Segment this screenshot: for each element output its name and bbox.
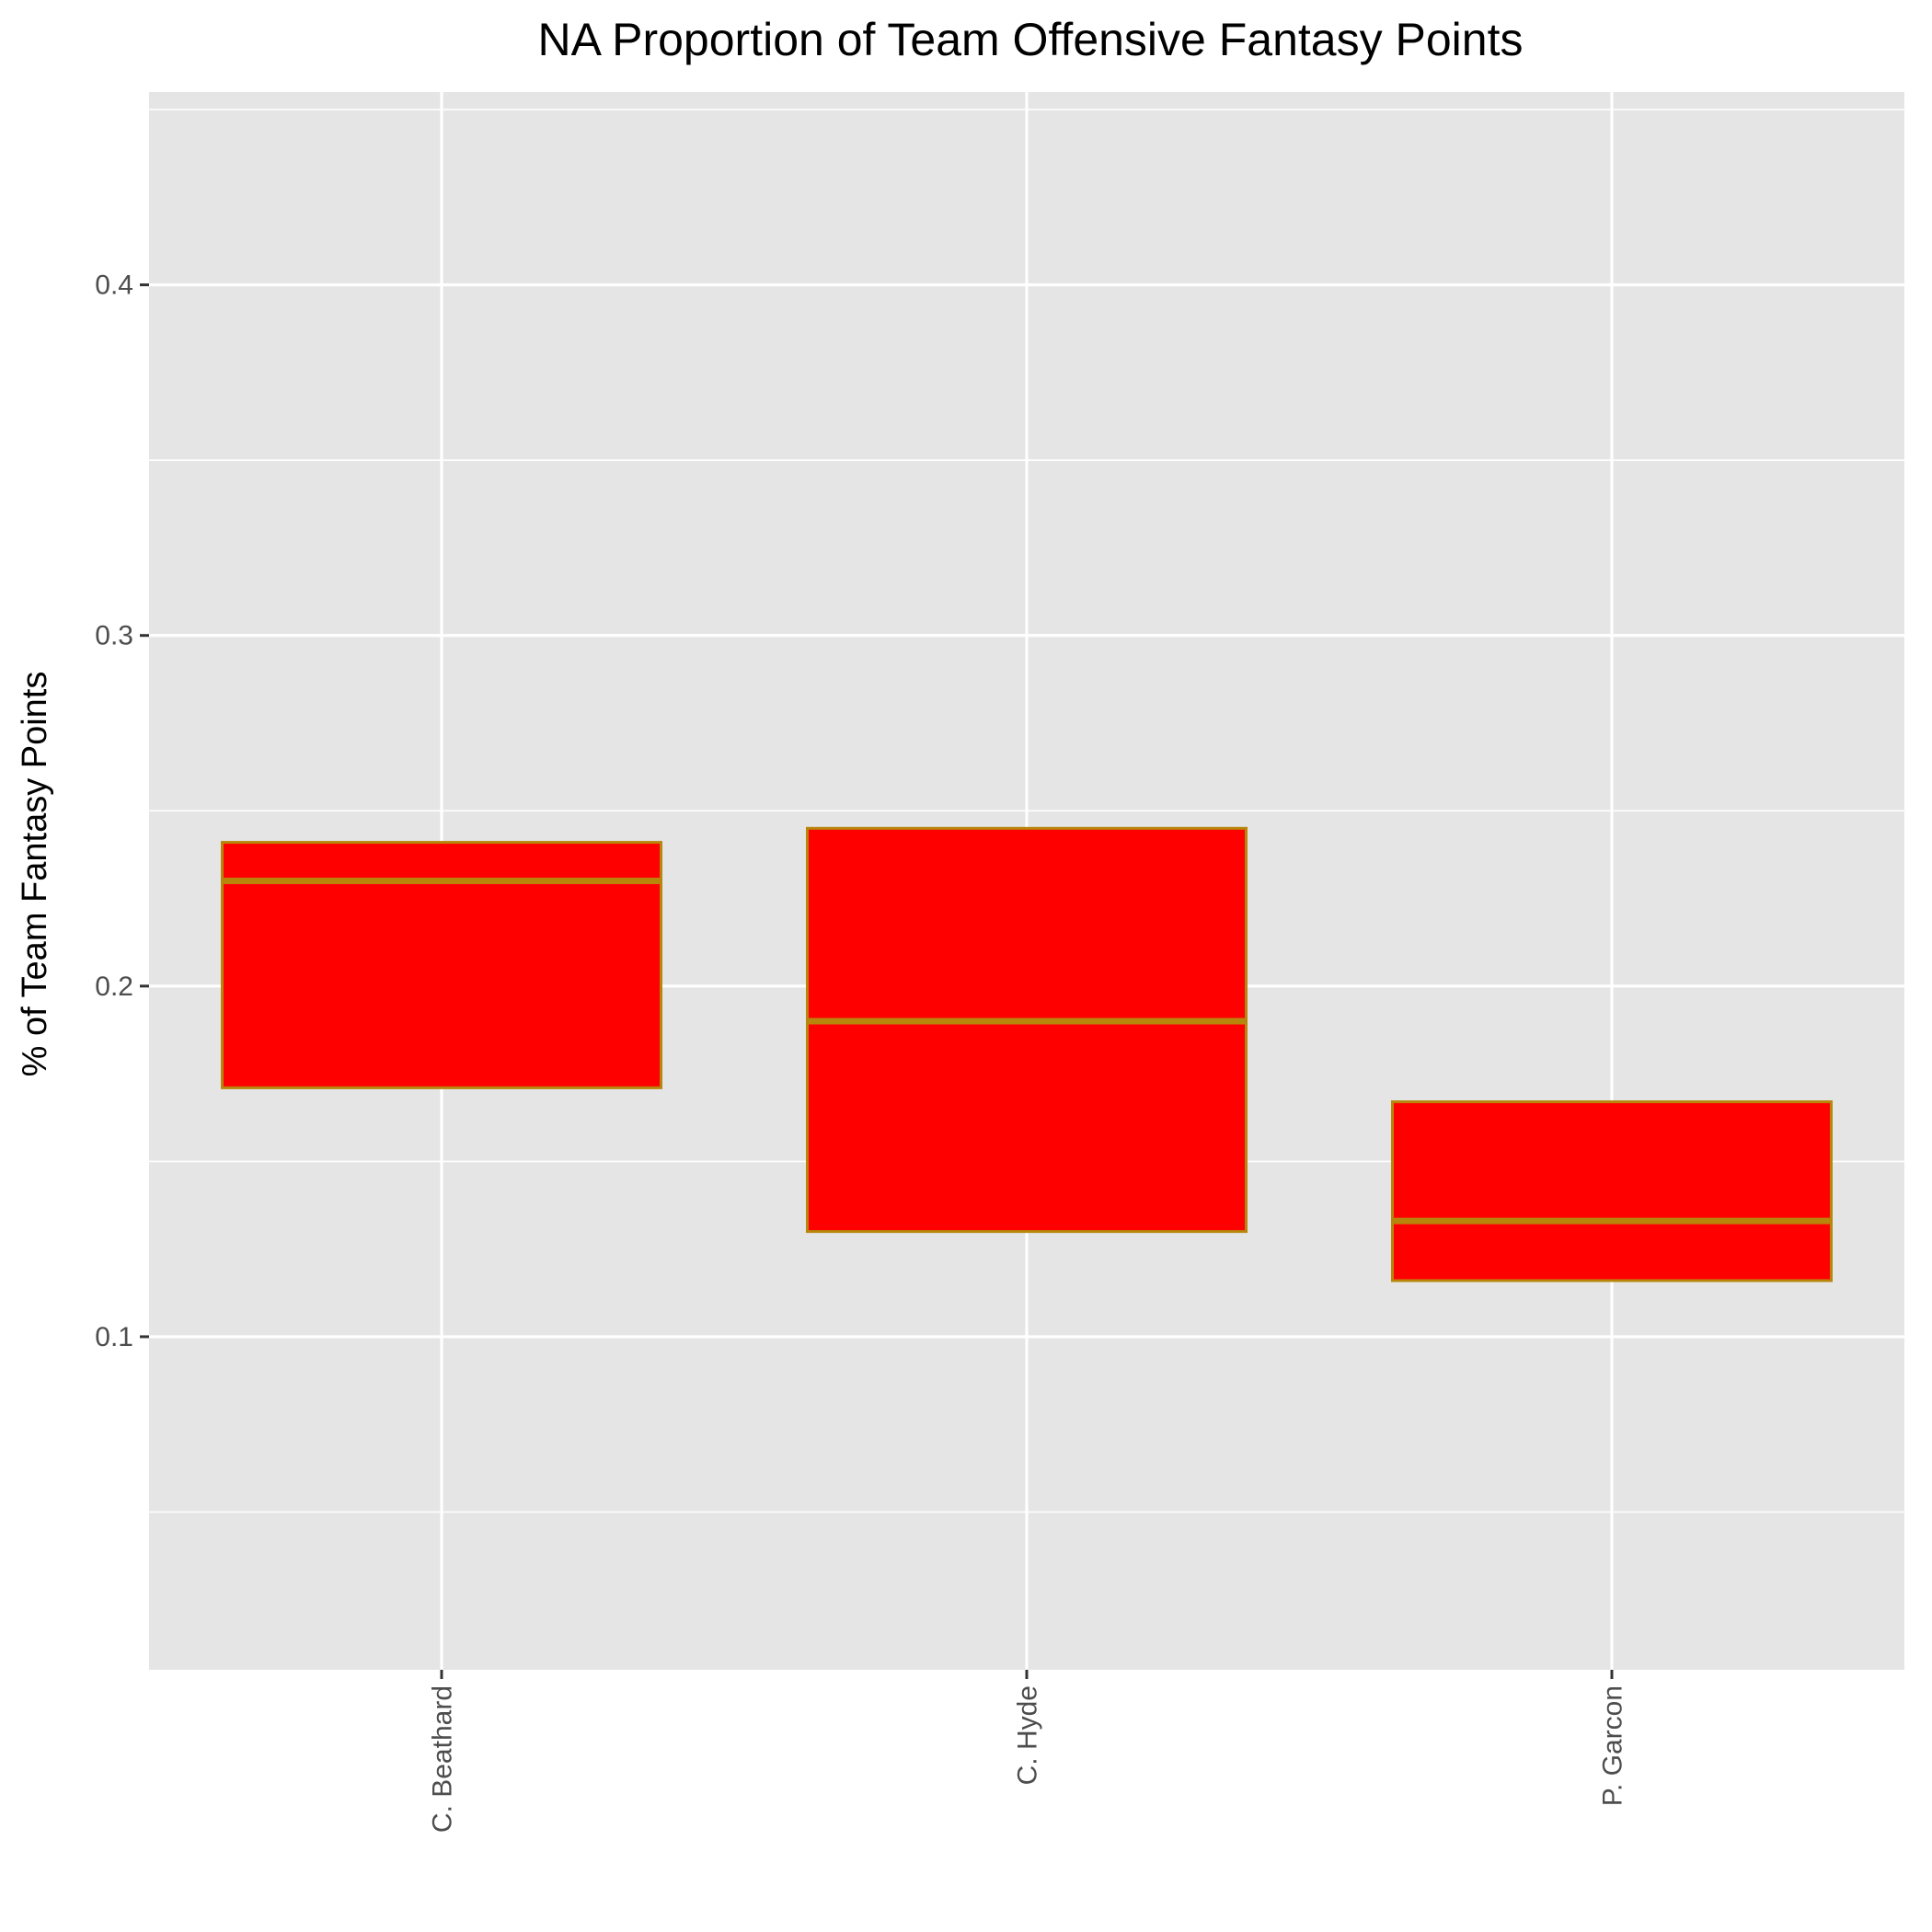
y-tick-label: 0.4 xyxy=(95,270,133,301)
x-tick-label: C. Beathard xyxy=(428,1685,458,1833)
y-tick-label: 0.1 xyxy=(95,1322,133,1352)
y-tick-label: 0.3 xyxy=(95,621,133,651)
y-tick-label: 0.2 xyxy=(95,972,133,1002)
box-3 xyxy=(1391,1100,1833,1282)
x-tick-label: P. Garcon xyxy=(1598,1685,1628,1806)
box-layer xyxy=(221,826,1833,1282)
y-axis-title: % of Team Fantasy Points xyxy=(16,672,54,1077)
box-2 xyxy=(806,826,1248,1234)
chart-title: NA Proportion of Team Offensive Fantasy … xyxy=(538,14,1524,65)
axis-layer: 0.1 0.2 0.3 0.4 C. Beathard C. Hyde P. Garcon xyxy=(95,270,1627,1833)
x-tick-label: C. Hyde xyxy=(1013,1685,1043,1785)
